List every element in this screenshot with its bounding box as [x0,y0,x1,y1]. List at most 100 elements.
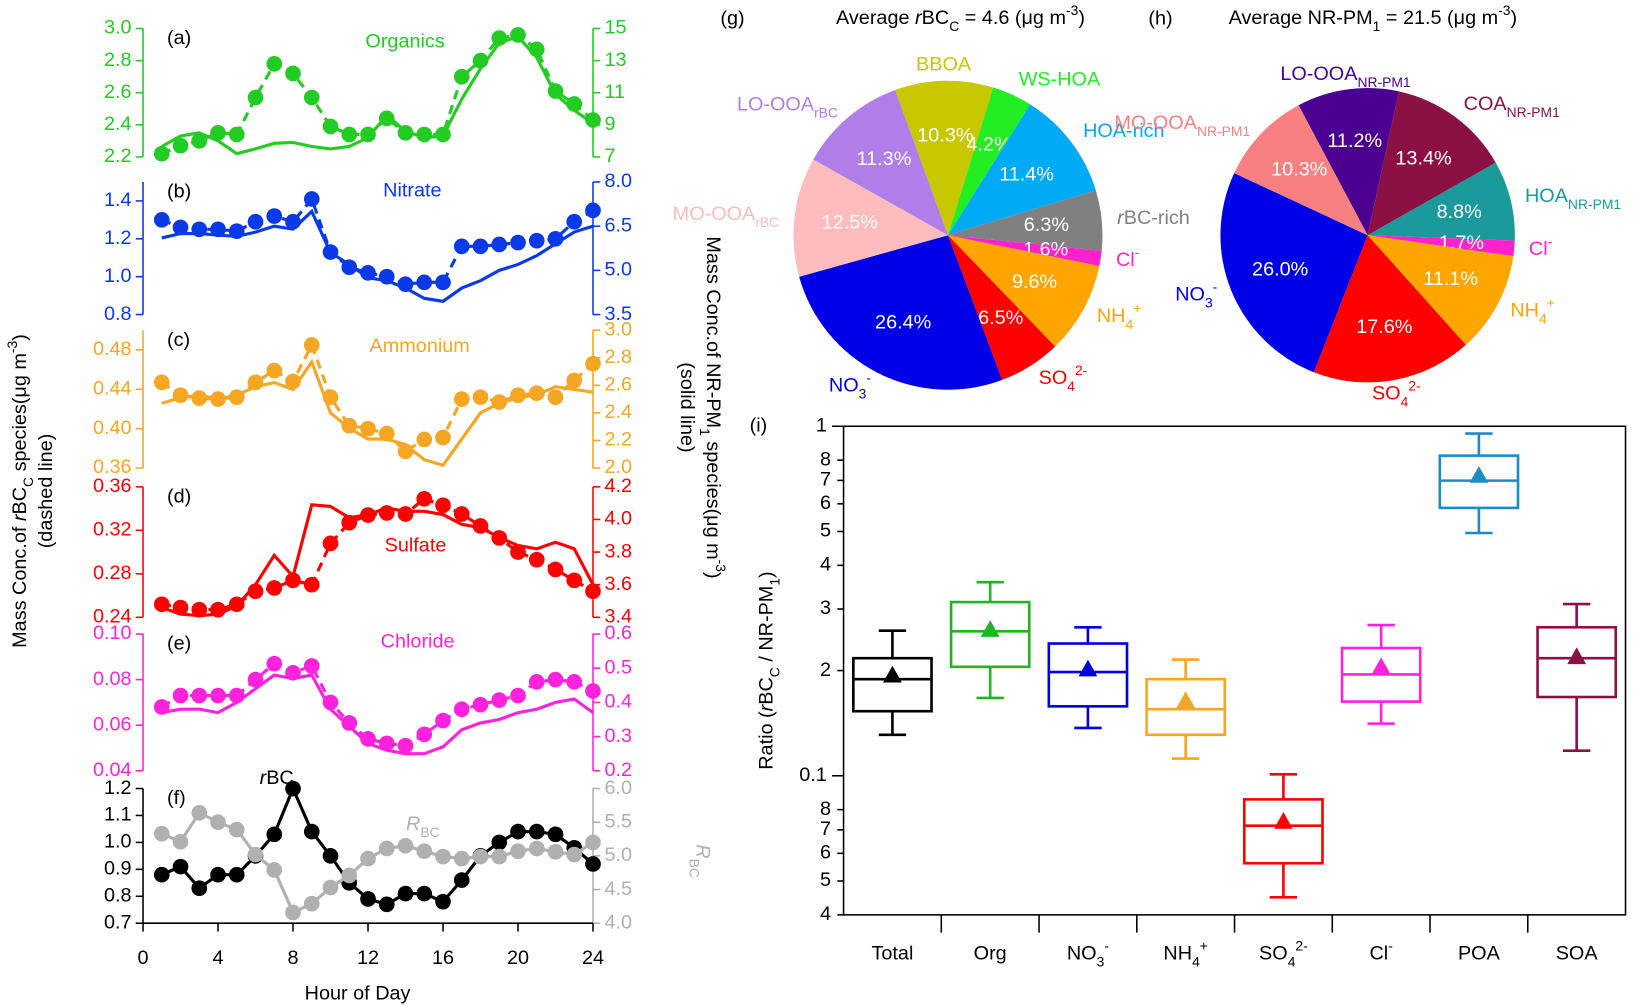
y-axis-title: (dashed line) [35,434,57,549]
slice-value-label: 6.5% [978,307,1023,329]
slice-value-label: 12.5% [822,212,878,234]
data-point [585,112,601,128]
text-part: SO [1372,383,1401,405]
panel-label: (c) [167,329,190,351]
x-tick-label: NO3- [1067,937,1109,969]
data-point [547,844,564,860]
data-point [322,879,339,896]
slice-value-label: 26.4% [875,312,931,334]
y-tick-label: 0.06 [93,713,132,735]
series-line [160,661,594,748]
data-point [416,843,433,859]
panel-label: (d) [167,485,191,507]
data-point [191,687,208,704]
data-point [528,232,545,249]
data-point [435,274,451,291]
data-point [416,274,433,291]
data-point [491,236,508,253]
x-tick-label: Org [974,943,1007,965]
text-part: BC [9,487,31,515]
data-point [491,834,508,851]
x-tick-label: POA [1458,943,1501,965]
data-point [228,126,245,143]
y2-tick-label: 15 [604,17,626,39]
y-tick-label: 0.24 [93,606,132,628]
data-point [210,687,226,704]
y-tick-label: 0.8 [104,885,132,907]
y-tick-label: 4 [820,554,831,576]
y2-tick-label: 2.6 [604,374,632,396]
y-tick-label: 1.2 [104,227,132,249]
data-point [547,561,564,578]
data-point [172,687,189,704]
text-part: r [1117,207,1125,229]
whisker-high [1465,432,1493,456]
text-part: = 21.5 (μg m [1380,7,1498,29]
x-tick-label: 8 [288,947,299,969]
panel-title: Nitrate [383,180,441,202]
text-part: NO [829,375,859,397]
mean-marker [1371,657,1391,675]
data-point [453,701,470,718]
pie-slice [1367,162,1515,241]
y-tick-label: 1.0 [104,265,132,287]
data-point [322,848,339,864]
slice-value-label: 10.3% [1271,159,1327,181]
y-tick-label: 0.40 [93,417,132,439]
text-part: NR-PM1 [1507,104,1560,120]
mean-marker [980,620,1000,637]
box [1536,625,1618,699]
slice-label: NO3- [829,369,871,401]
text-part: BC [687,859,703,878]
data-point [528,840,545,857]
annotation: rBC [260,767,294,789]
text-part: COA [1464,93,1508,115]
y-tick-label: 1.4 [104,189,132,211]
data-point [528,551,545,568]
panel-label: (i) [750,415,768,437]
data-point [153,866,170,883]
y-tick-label: 0.48 [93,338,132,360]
whisker-low [1465,507,1493,535]
slice-value-label: 11.4% [999,163,1054,185]
y-tick-label: 3 [820,597,831,619]
text-part: 1 [766,578,782,586]
data-point [397,837,414,854]
panel-label: (f) [167,787,186,809]
data-point [191,880,208,897]
y-tick-label: 0.28 [93,562,132,584]
text-part: + [1200,937,1208,953]
panel-label: (b) [167,181,191,203]
data-point [510,687,526,704]
data-point [191,601,208,618]
whisker-low [878,711,907,737]
data-point [210,814,226,831]
data-point [416,726,433,743]
x-axis-title: Hour of Day [305,982,411,1004]
text-part: 4 [1401,393,1409,409]
text-part: NH [1510,300,1539,322]
y2-tick-label: 3.4 [604,606,632,628]
data-point [491,848,508,865]
whisker-low [976,666,1004,700]
data-point [285,780,301,797]
data-point [266,362,283,379]
data-point [303,191,320,207]
slice-label: LO-OOANR-PM1 [1280,63,1411,89]
data-point [228,821,245,838]
data-point [322,535,339,552]
x-tick-label: 24 [582,947,604,969]
y-tick-label: 2.4 [104,113,132,135]
data-point [172,137,189,154]
text-part: BBOA [916,54,972,76]
pie-slice [1220,173,1368,373]
data-point [397,506,414,522]
data-point [360,420,376,437]
data-point [266,208,283,224]
pie-slice [813,90,948,236]
y-tick-label: 0.36 [93,456,132,478]
data-point [266,580,283,596]
slice-value-label: 11.2% [1327,130,1382,152]
y-tick-label: 2.8 [104,49,132,71]
text-part: Mass Conc.of [9,521,31,648]
